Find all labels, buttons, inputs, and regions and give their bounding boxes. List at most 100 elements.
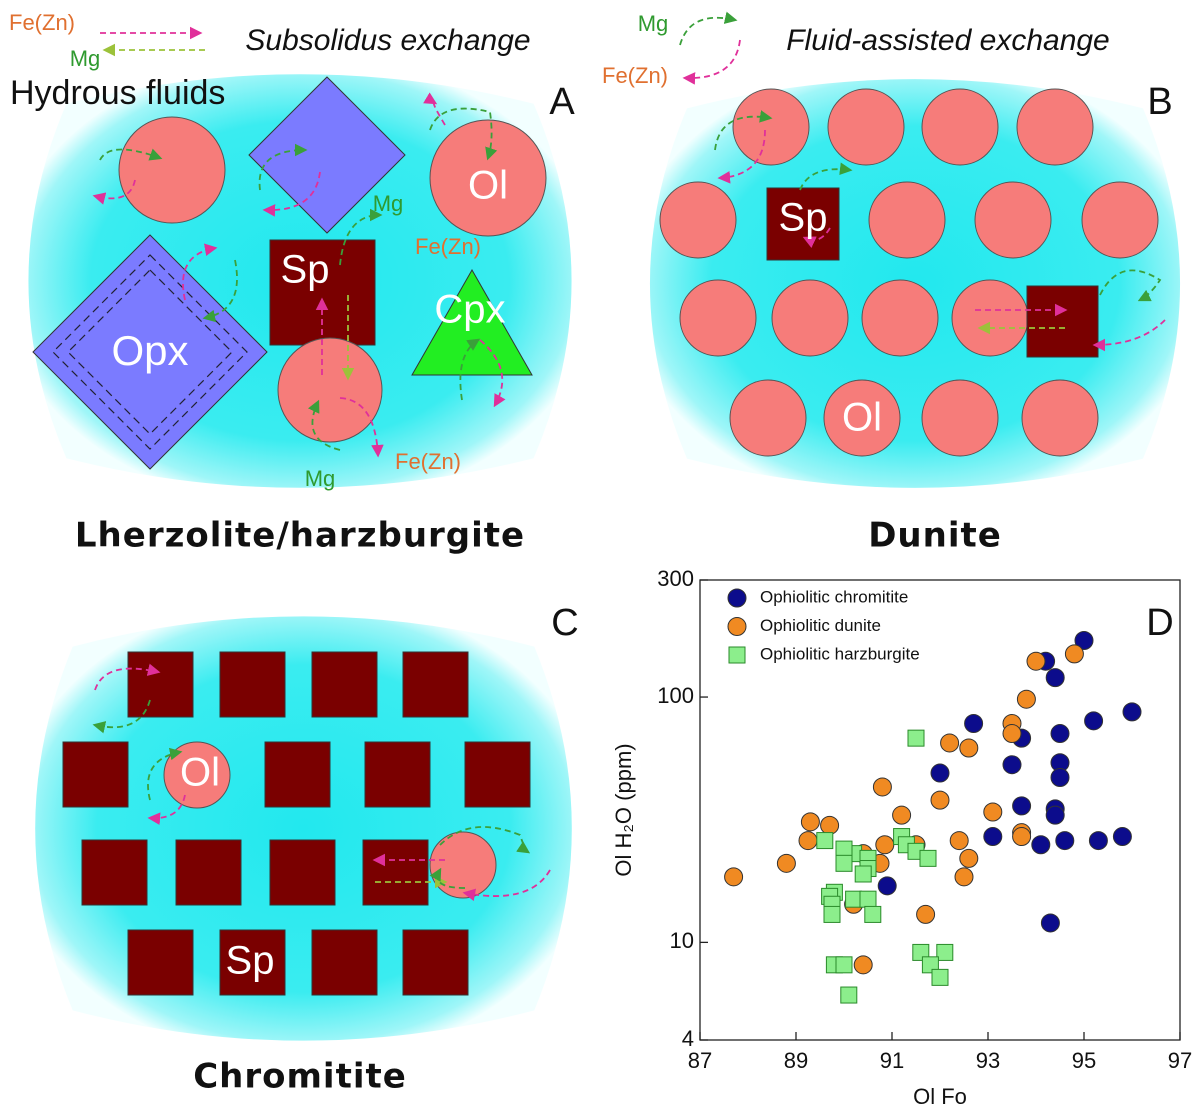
fluid-label: Hydrous fluids (10, 74, 225, 112)
olivine-grain (733, 89, 809, 165)
mineral-label: Sp (281, 248, 330, 292)
panel-caption: Lherzolite/harzburgite (75, 516, 525, 556)
x-tick-label: 95 (1072, 1048, 1096, 1073)
olivine-grain (922, 380, 998, 456)
data-point (931, 791, 949, 809)
olivine-grain (119, 117, 225, 223)
legend-label: Ophiolitic chromitite (760, 587, 908, 606)
exchange-arrow (680, 18, 735, 45)
mineral-label: Ol (180, 751, 220, 795)
data-point (777, 854, 795, 872)
data-point (920, 850, 936, 866)
data-point (960, 739, 978, 757)
spinel-grain (176, 840, 241, 905)
spinel-grain (220, 652, 285, 717)
data-point (917, 905, 935, 923)
data-point (855, 866, 871, 882)
y-axis-label: Ol H₂O (ppm) (611, 743, 636, 876)
data-point (821, 816, 839, 834)
figure: Fe(Zn) Mg Subsolidus exchange Hydrous fluid… (0, 0, 1203, 1113)
spinel-grain (265, 742, 330, 807)
data-point (801, 813, 819, 831)
data-point (908, 730, 924, 746)
mineral-label: Sp (779, 196, 828, 240)
element-label: Fe(Zn) (415, 234, 481, 259)
panel-letter: D (1146, 602, 1173, 644)
panel-letter: A (549, 81, 575, 123)
data-point (1032, 836, 1050, 854)
mineral-label: Ol (842, 396, 882, 440)
mineral-label: Cpx (434, 288, 505, 332)
data-point (876, 836, 894, 854)
legend-marker (728, 589, 746, 607)
data-point (1041, 914, 1059, 932)
data-point (873, 778, 891, 796)
spinel-grain (403, 652, 468, 717)
data-point (941, 734, 959, 752)
olivine-grain (869, 182, 945, 258)
x-tick-label: 91 (880, 1048, 904, 1073)
legend-label: Mg (638, 11, 669, 36)
spinel-grain (312, 652, 377, 717)
data-point (1027, 652, 1045, 670)
panel-caption: Chromitite (193, 1057, 407, 1097)
data-point (1065, 645, 1083, 663)
data-point (1056, 832, 1074, 850)
x-tick-label: 97 (1168, 1048, 1192, 1073)
data-point (1013, 797, 1031, 815)
olivine-grain (660, 182, 736, 258)
fluid-region (35, 616, 572, 1040)
data-point (1051, 725, 1069, 743)
data-point (950, 832, 968, 850)
mineral-label: Ol (468, 164, 508, 208)
olivine-grain (1017, 89, 1093, 165)
data-point (836, 841, 852, 857)
legend-label: Mg (70, 46, 101, 71)
spinel-grain (465, 742, 530, 807)
y-tick-label: 10 (670, 928, 694, 953)
data-point (931, 764, 949, 782)
data-point (799, 832, 817, 850)
data-point (824, 906, 840, 922)
olivine-grain (680, 280, 756, 356)
element-label: Mg (305, 466, 336, 491)
spinel-grain (63, 742, 128, 807)
spinel-grain (270, 840, 335, 905)
panel-letter: B (1147, 81, 1172, 123)
page: { "panel_a": { "legend": ["Fe(Zn)", "Mg"… (0, 0, 1203, 1113)
data-point (1123, 703, 1141, 721)
spinel-grain (1027, 286, 1098, 357)
data-point (932, 969, 948, 985)
olivine-grain (975, 182, 1051, 258)
olivine-grain (772, 280, 848, 356)
y-tick-label: 300 (657, 566, 694, 591)
x-tick-label: 87 (688, 1048, 712, 1073)
data-point (1013, 828, 1031, 846)
data-point (960, 849, 978, 867)
data-point (1003, 725, 1021, 743)
data-point (1017, 690, 1035, 708)
panel-title: Subsolidus exchange (245, 24, 530, 57)
data-point (817, 833, 833, 849)
data-point (1085, 712, 1103, 730)
data-point (893, 806, 911, 824)
panel-letter: C (551, 602, 578, 644)
olivine-grain (862, 280, 938, 356)
x-tick-label: 89 (784, 1048, 808, 1073)
data-point (841, 987, 857, 1003)
data-point (846, 891, 862, 907)
y-tick-label: 4 (682, 1026, 694, 1051)
olivine-grain (730, 380, 806, 456)
spinel-grain (365, 742, 430, 807)
data-point (965, 715, 983, 733)
data-point (1046, 806, 1064, 824)
element-label: Fe(Zn) (395, 449, 461, 474)
x-tick-label: 93 (976, 1048, 1000, 1073)
olivine-grain (1022, 380, 1098, 456)
x-axis-label: Ol Fo (913, 1084, 967, 1109)
olivine-grain (278, 338, 382, 442)
legend-label: Ophiolitic harzburgite (760, 644, 920, 663)
legend-marker (728, 618, 746, 636)
data-point (937, 944, 953, 960)
data-point (955, 868, 973, 886)
